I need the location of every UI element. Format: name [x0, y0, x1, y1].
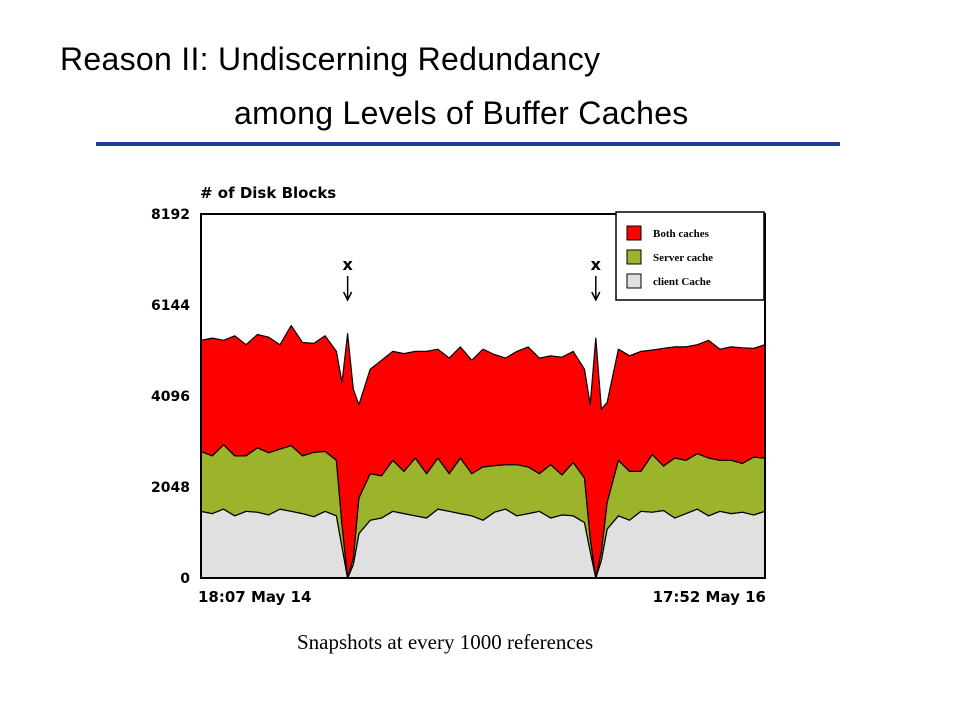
legend-swatch-server-cache: [626, 249, 642, 265]
annotation-marker: x: [342, 255, 353, 274]
title-underline-rule: [96, 142, 840, 146]
annotation-arrow-head: [342, 291, 353, 302]
legend-label-server-cache: Server cache: [653, 252, 713, 264]
legend-label-client-cache: client Cache: [653, 276, 711, 288]
slide-title-line-2: among Levels of Buffer Caches: [234, 95, 689, 131]
legend-swatch-both-caches: [626, 225, 642, 241]
x-start-label: 18:07 May 14: [198, 588, 311, 606]
annotation-marker: x: [591, 255, 602, 274]
y-tick-label: 2048: [151, 480, 190, 496]
redundancy-chart: # of Disk Blocks 8192 6144 4096 2048 0 18:07 M…: [151, 184, 766, 606]
annotation-arrow-head: [591, 291, 601, 302]
y-tick-label: 8192: [151, 207, 190, 223]
legend-swatch-client-cache: [626, 273, 642, 289]
y-tick-label: 6144: [151, 298, 190, 314]
slide-title-line-1: Reason II: Undiscerning Redundancy: [60, 41, 601, 77]
y-tick-label: 0: [180, 571, 190, 587]
y-axis-label: # of Disk Blocks: [200, 184, 336, 202]
y-tick-label: 4096: [151, 389, 190, 405]
legend-label-both-caches: Both caches: [653, 228, 710, 240]
plot-frame: [200, 213, 766, 579]
chart-caption: Snapshots at every 1000 references: [297, 630, 594, 654]
x-end-label: 17:52 May 16: [653, 588, 766, 606]
